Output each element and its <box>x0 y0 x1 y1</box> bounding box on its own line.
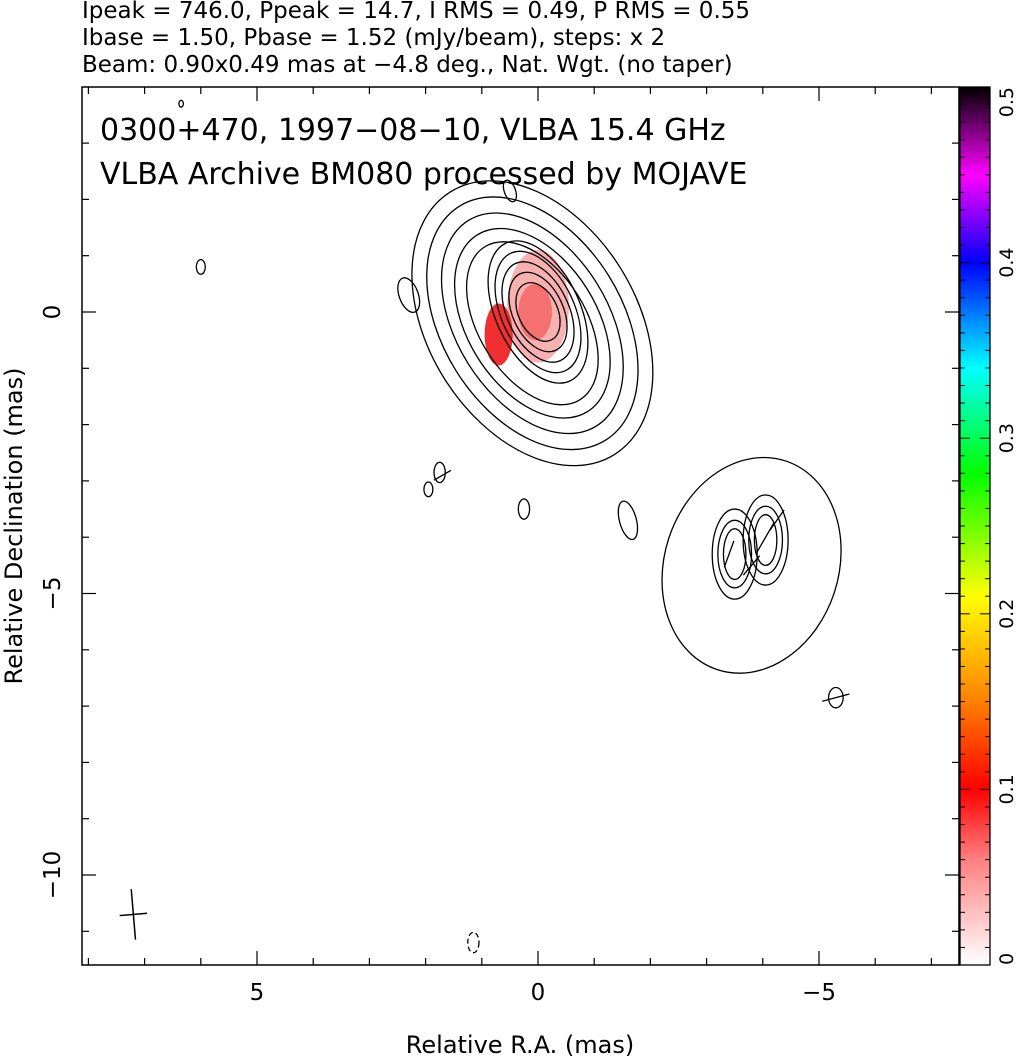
colorbar-tick-label: 0.1 <box>996 774 1018 804</box>
evpa-vector-3 <box>769 509 785 532</box>
evpa-vectors <box>433 469 850 702</box>
colorbar-tick-label: 0.3 <box>996 423 1018 453</box>
contour-6-0 <box>195 258 206 275</box>
colorbar-tick-label: 0 <box>996 953 1018 965</box>
contour-12-0 <box>827 686 844 709</box>
y-axis-label: Relative Declination (mas) <box>0 367 28 684</box>
evpa-vector-2 <box>742 555 761 576</box>
colorbar-tick-label: 0.2 <box>996 599 1018 629</box>
contour-2-2 <box>711 508 758 600</box>
x-tick-label: 5 <box>250 980 265 1006</box>
contour-3-2 <box>742 494 789 586</box>
beam-minor-axis <box>119 912 148 917</box>
header-line-1: Ipeak = 746.0, Ppeak = 14.7, I RMS = 0.4… <box>82 0 750 24</box>
contour-3-0 <box>753 514 778 566</box>
contour-1-0 <box>465 241 599 406</box>
x-axis-label: Relative R.A. (mas) <box>406 1031 634 1059</box>
colorbar-tick-label: 0.5 <box>996 87 1018 117</box>
evpa-vector-0 <box>723 540 735 568</box>
contour-2-0 <box>722 528 747 581</box>
contour-8-0 <box>433 461 446 484</box>
contour-1-1 <box>453 227 611 419</box>
polarization-patch-2 <box>518 283 553 341</box>
y-tick-label: 0 <box>40 305 66 320</box>
axis-ticks: 5 0 −5 0 −5 −10 <box>40 87 959 1006</box>
contour-0-1 <box>508 271 568 353</box>
contour-5-0 <box>397 277 421 314</box>
contour-4-0 <box>661 456 842 674</box>
contour-1-2 <box>440 212 624 435</box>
y-tick-label: −5 <box>40 577 66 611</box>
contour-1-3 <box>426 196 639 451</box>
beam-marker <box>119 889 148 940</box>
negative-contour-0 <box>467 931 480 954</box>
contour-0-2 <box>501 261 575 363</box>
evpa-vector-5 <box>433 469 452 481</box>
x-tick-label: 0 <box>531 980 546 1006</box>
header-line-2: Ibase = 1.50, Pbase = 1.52 (mJy/beam), s… <box>82 25 665 51</box>
contour-2-1 <box>717 519 753 589</box>
colorbar-ticks: 0 0.1 0.2 0.3 0.4 0.5 <box>960 86 1018 966</box>
chart-title: 0300+470, 1997−08−10, VLBA 15.4 GHz <box>100 113 726 148</box>
intensity-contours <box>178 99 844 954</box>
contour-1-4 <box>411 180 654 467</box>
header-line-3: Beam: 0.90x0.49 mas at −4.8 deg., Nat. W… <box>82 52 733 78</box>
plot-frame <box>81 86 960 966</box>
colorbar-tick-label: 0.4 <box>996 247 1018 277</box>
contour-9-0 <box>423 481 434 498</box>
contour-13-0 <box>178 99 185 108</box>
contour-3-1 <box>748 505 784 575</box>
polarization-patch-1 <box>484 303 513 366</box>
contour-7-0 <box>502 179 518 203</box>
chart-subtitle: VLBA Archive BM080 processed by MOJAVE <box>100 157 747 192</box>
x-tick-label: −5 <box>802 980 836 1006</box>
contour-11-0 <box>617 500 639 541</box>
evpa-vector-4 <box>822 693 850 702</box>
contour-10-0 <box>517 498 531 520</box>
contour-0-0 <box>515 282 561 342</box>
contour-0-3 <box>494 250 582 374</box>
contour-0-4 <box>487 240 589 384</box>
y-tick-label: −10 <box>40 851 66 900</box>
